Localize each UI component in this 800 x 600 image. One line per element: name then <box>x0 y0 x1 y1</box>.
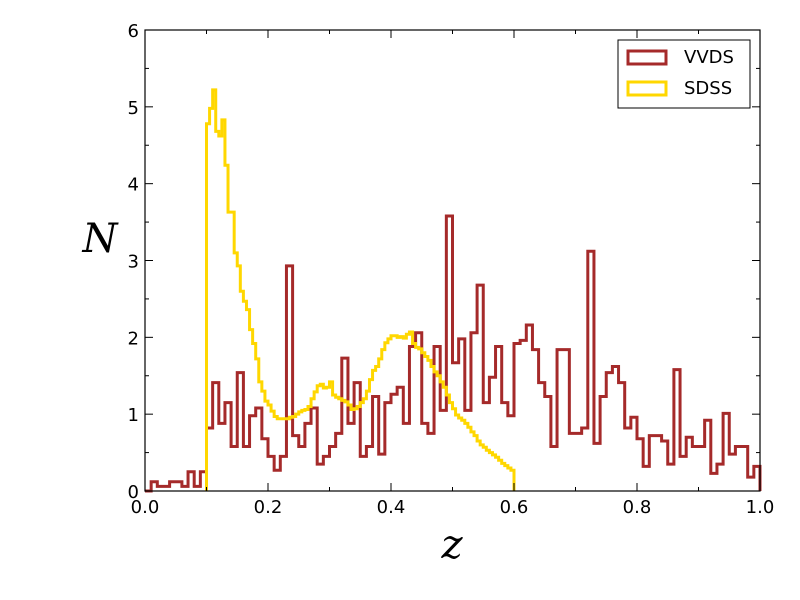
legend-label-vvds: VVDS <box>684 47 734 68</box>
x-tick-label: 0.8 <box>623 497 652 518</box>
series-vvds <box>145 214 762 493</box>
x-tick-label: 1.0 <box>746 497 775 518</box>
series-sdss-step-line <box>205 88 516 491</box>
y-tick-label: 6 <box>128 21 139 42</box>
x-axis-label: z <box>440 522 463 568</box>
series-sdss <box>205 88 516 491</box>
legend: VVDS SDSS <box>617 39 751 109</box>
y-tick-label: 4 <box>128 175 139 196</box>
x-tick-label: 0.4 <box>377 497 406 518</box>
legend-swatch-vvds <box>626 49 668 66</box>
x-tick-label: 0.2 <box>254 497 283 518</box>
legend-label-sdss: SDSS <box>684 78 732 99</box>
legend-items: VVDS SDSS <box>626 47 734 99</box>
x-tick-label: 0.0 <box>131 497 160 518</box>
y-tick-label: 1 <box>128 405 139 426</box>
y-tick-label: 0 <box>128 482 139 503</box>
y-tick-label: 3 <box>128 252 139 273</box>
series-vvds-step-line <box>145 214 762 493</box>
series-layer <box>145 88 762 493</box>
x-tick-label: 0.6 <box>500 497 529 518</box>
legend-item-sdss: SDSS <box>626 78 732 99</box>
y-tick-label: 2 <box>128 328 139 349</box>
tick-labels-layer: 0.0 0.2 0.4 0.6 0.8 1.0 0 1 2 3 4 5 6 <box>128 21 775 518</box>
ticks-layer <box>144 29 761 492</box>
y-axis-label: N <box>82 216 120 262</box>
y-tick-label: 5 <box>128 98 139 119</box>
legend-item-vvds: VVDS <box>626 47 734 68</box>
legend-swatch-sdss <box>626 80 668 97</box>
